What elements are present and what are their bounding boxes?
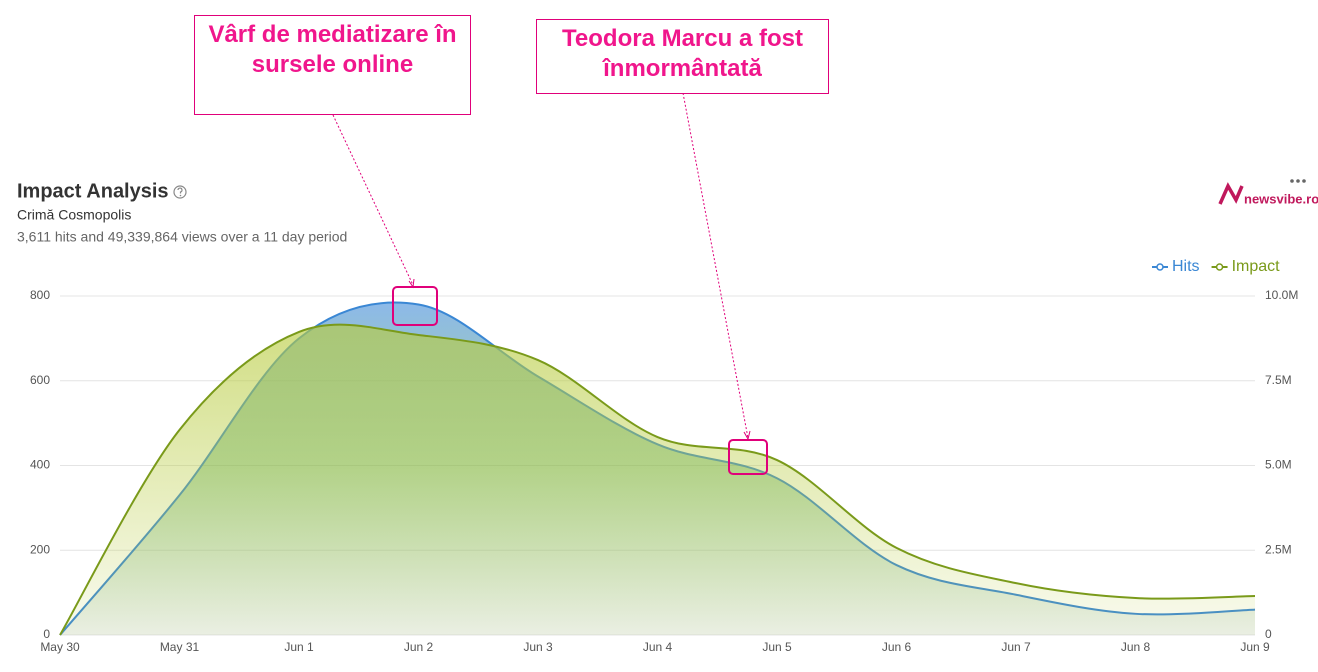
legend-marker (1215, 263, 1224, 271)
legend-label: Impact (1232, 258, 1281, 275)
y2-tick-label: 2.5M (1265, 542, 1292, 556)
y2-tick-label: 0 (1265, 627, 1272, 641)
chart-title: Impact Analysis (17, 180, 169, 202)
y-tick-label: 400 (30, 458, 50, 472)
y-tick-label: 200 (30, 542, 50, 556)
annotation: Vârf de mediatizare în sursele online (194, 15, 471, 115)
x-tick-label: Jun 4 (643, 640, 673, 654)
x-tick-label: Jun 8 (1121, 640, 1151, 654)
menu-icon[interactable] (1290, 179, 1306, 183)
x-tick-label: Jun 3 (523, 640, 553, 654)
x-tick-label: Jun 6 (882, 640, 912, 654)
area (60, 324, 1255, 635)
x-tick-label: Jun 9 (1240, 640, 1270, 654)
subtitle: Crimă Cosmopolis (17, 207, 131, 223)
line (59, 323, 1256, 636)
y-tick-label: 600 (30, 373, 50, 387)
y2-tick-label: 5.0M (1265, 458, 1292, 472)
arrowhead (743, 430, 751, 441)
x-tick-label: Jun 1 (284, 640, 314, 654)
legend: Hits Impact (1152, 258, 1280, 275)
arrow (682, 92, 749, 439)
legend-label: Hits (1172, 258, 1200, 275)
annotation: Teodora Marcu a fost înmormântată (536, 19, 829, 94)
arrowhead (408, 278, 415, 289)
y2-tick-label: 7.5M (1265, 373, 1292, 387)
x-tick-label: May 30 (40, 640, 80, 654)
summary: 3,611 hits and 49,339,864 views over a 1… (17, 229, 347, 245)
highlight-box (392, 286, 438, 326)
legend-marker (1156, 263, 1164, 271)
help-icon[interactable] (173, 185, 187, 199)
y2-tick-label: 10.0M (1265, 288, 1298, 302)
grid: 0 200 400 600 800 0 2.5M 5.0M 7.5M 10.0M May 30 May… (30, 288, 1298, 654)
y-tick-label: 0 (43, 627, 50, 641)
brand: newsvibe.ro (1244, 191, 1318, 206)
x-tick-label: Jun 5 (762, 640, 792, 654)
arrow (332, 114, 414, 286)
x-tick-label: Jun 7 (1001, 640, 1031, 654)
x-tick-label: Jun 2 (404, 640, 434, 654)
plot (59, 301, 1256, 636)
x-tick-label: May 31 (160, 640, 200, 654)
y-tick-label: 800 (30, 288, 50, 302)
brand-logo (1218, 182, 1244, 205)
